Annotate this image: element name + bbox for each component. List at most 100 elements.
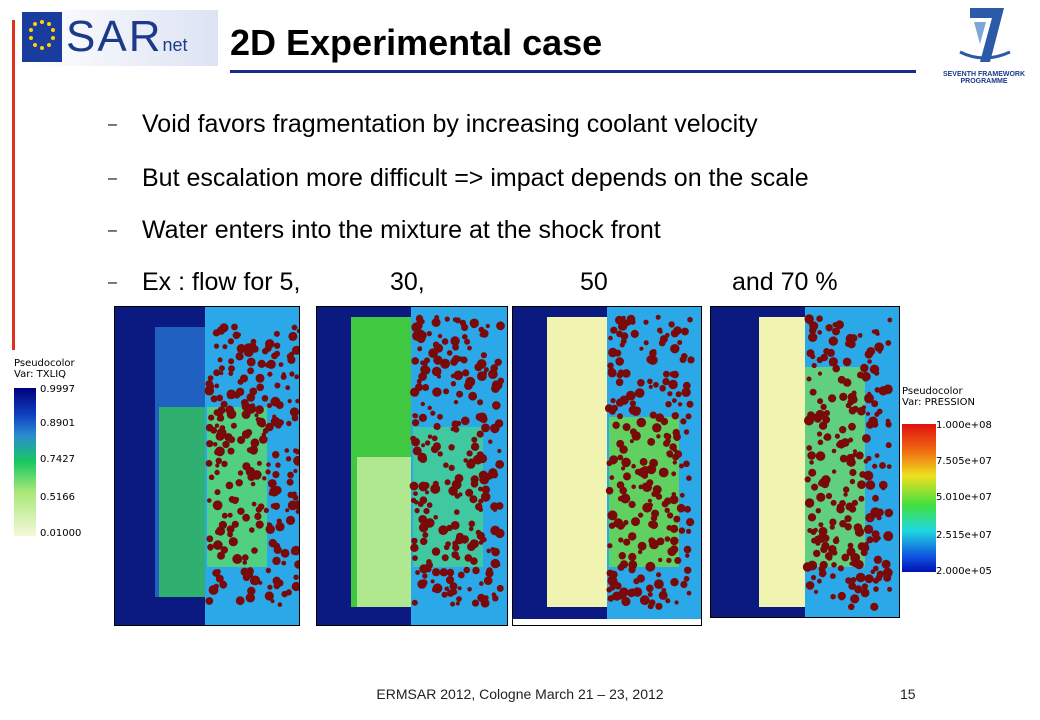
- particle-dot: [257, 359, 266, 368]
- particle-dot: [674, 600, 679, 605]
- particle-dot: [444, 316, 450, 322]
- particle-dot: [855, 572, 866, 583]
- particle-dot: [453, 426, 460, 433]
- particle-dot: [280, 548, 290, 558]
- particle-dot: [431, 366, 442, 377]
- particle-dot: [874, 342, 884, 352]
- particle-dot: [420, 401, 425, 407]
- particle-dot: [621, 315, 626, 320]
- particle-dot: [463, 458, 468, 463]
- particle-dot: [836, 503, 843, 510]
- particle-dot: [672, 398, 677, 403]
- simulation-panel-5: [114, 306, 300, 626]
- particle-dot: [821, 541, 830, 550]
- particle-dot: [289, 371, 295, 377]
- particle-dot: [464, 554, 473, 562]
- particle-dot: [486, 548, 491, 554]
- particle-dot: [617, 413, 623, 420]
- particle-dot: [852, 449, 858, 454]
- particle-dot: [631, 517, 640, 527]
- particle-dot: [249, 527, 255, 533]
- particle-dot: [865, 411, 871, 416]
- particle-dot: [638, 484, 644, 490]
- particle-dot: [247, 367, 255, 375]
- particle-dot: [479, 581, 484, 586]
- particle-dot: [845, 402, 852, 409]
- particle-dot: [871, 530, 880, 539]
- particle-dot: [437, 333, 443, 339]
- particle-dot: [622, 369, 631, 378]
- particle-dot: [442, 526, 449, 533]
- particle-dot: [216, 326, 226, 335]
- particle-dot: [251, 501, 257, 507]
- particle-dot: [472, 566, 480, 575]
- legend-left-colorbar: [14, 388, 36, 536]
- particle-dot: [292, 345, 299, 355]
- particle-dot: [420, 537, 428, 546]
- particle-dot: [214, 489, 221, 496]
- particle-dot: [857, 406, 866, 416]
- particle-dot: [680, 580, 688, 589]
- particle-dot: [834, 536, 839, 541]
- particle-dot: [681, 327, 689, 336]
- particle-dot: [455, 555, 461, 561]
- particle-dot: [228, 358, 235, 365]
- particle-dot: [466, 450, 473, 457]
- particle-dot: [864, 541, 869, 546]
- particle-dot: [815, 451, 826, 461]
- particle-dot: [410, 497, 417, 504]
- particle-dot: [207, 375, 214, 381]
- particle-dot: [882, 567, 893, 578]
- particle-dot: [448, 572, 453, 577]
- particle-dot: [621, 596, 631, 607]
- particle-dot: [672, 428, 680, 437]
- particle-dot: [850, 553, 861, 563]
- bullet-2: – But escalation more difficult => impact…: [108, 164, 809, 193]
- particle-dot: [212, 442, 218, 447]
- particle-dot: [220, 400, 228, 408]
- particle-dot: [670, 524, 679, 533]
- particle-dot: [456, 596, 462, 602]
- example-50: 50: [580, 268, 608, 296]
- particle-dot: [471, 436, 478, 443]
- particle-dot: [643, 319, 649, 325]
- particle-dot: [409, 481, 419, 491]
- particle-dot: [619, 486, 627, 495]
- particle-dot: [647, 498, 652, 503]
- particle-dot: [439, 568, 448, 577]
- particle-dot: [242, 554, 249, 561]
- particle-dot: [816, 492, 826, 502]
- particle-dot: [846, 453, 855, 463]
- particle-dot: [663, 432, 670, 440]
- particle-dot: [864, 524, 874, 534]
- particle-dot: [606, 569, 614, 577]
- particle-dot: [477, 453, 488, 464]
- particle-dot: [684, 505, 691, 513]
- particle-dot: [264, 591, 274, 601]
- particle-dot: [850, 594, 860, 604]
- particle-dot: [215, 574, 224, 583]
- particle-dot: [267, 479, 277, 488]
- particle-dot: [664, 536, 671, 542]
- particle-dot: [481, 423, 490, 433]
- particle-dot: [673, 515, 681, 523]
- legend-right-colorbar: [902, 424, 936, 572]
- particle-dot: [272, 576, 281, 585]
- particle-dot: [418, 413, 427, 422]
- particle-dot: [462, 369, 470, 377]
- particle-dot: [686, 528, 692, 534]
- particle-dot: [478, 540, 484, 545]
- particle-dot: [683, 460, 690, 468]
- example-prefix: Ex : flow for 5,: [142, 268, 301, 296]
- particle-dot: [643, 340, 649, 346]
- particle-dot: [648, 537, 656, 545]
- particle-dot: [669, 443, 677, 451]
- dash-icon: –: [108, 116, 117, 134]
- particle-dot: [456, 390, 464, 398]
- particle-dot: [606, 587, 612, 593]
- particle-dot: [418, 481, 429, 492]
- particle-dot: [228, 365, 235, 373]
- particle-dot: [807, 560, 818, 571]
- particle-dot: [672, 460, 677, 465]
- particle-dot: [647, 592, 653, 597]
